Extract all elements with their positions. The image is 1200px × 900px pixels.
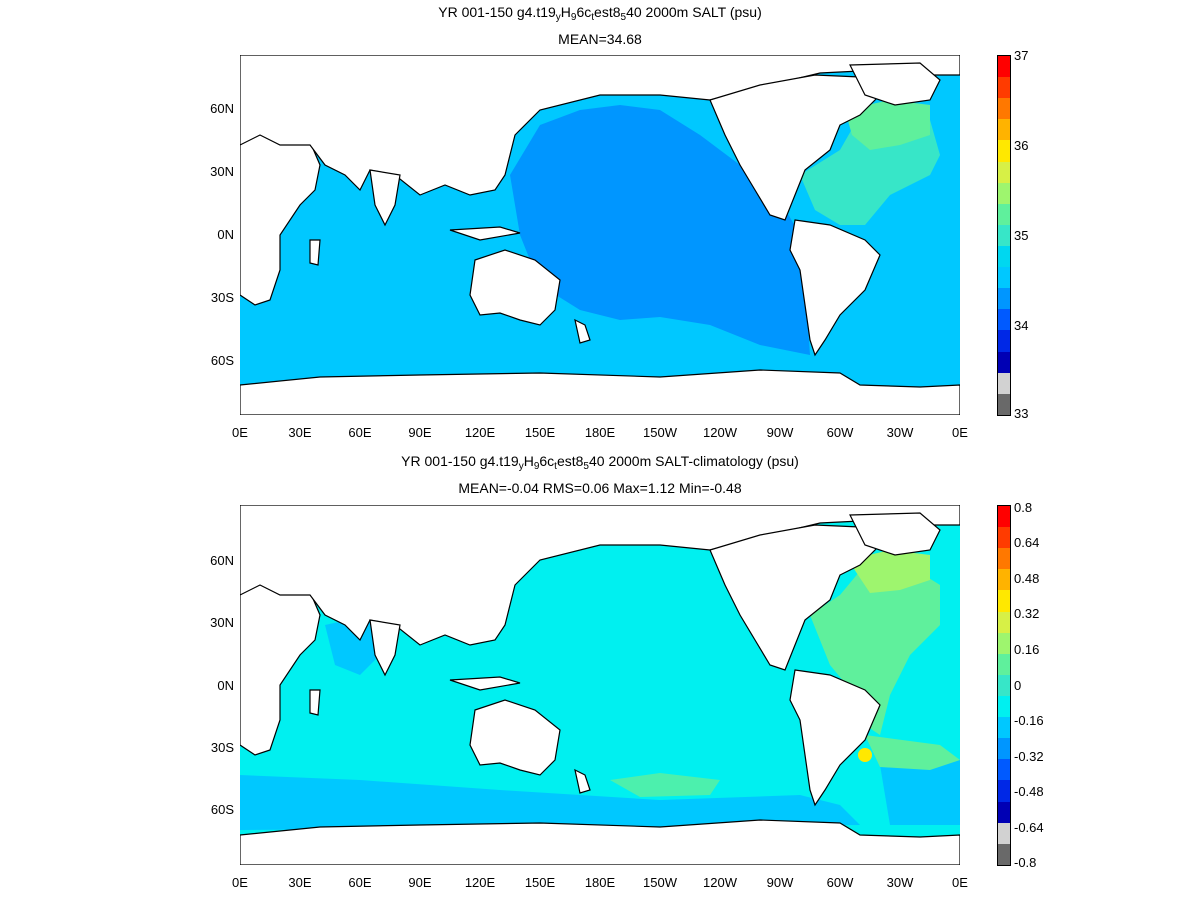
colorbar-segment <box>998 717 1010 739</box>
colorbar <box>997 55 1011 416</box>
colorbar-segment <box>998 611 1010 633</box>
colorbar-segment <box>998 161 1010 183</box>
india-land <box>369 169 401 227</box>
colorbar-segment <box>998 372 1010 394</box>
colorbar-segment <box>998 56 1010 78</box>
salinity-panel: YR 001-150 g4.t19yH96ctest8540 2000m SAL… <box>210 4 1029 440</box>
colorbar-segment <box>998 632 1010 654</box>
indonesia-land <box>449 226 521 241</box>
colorbar-segment <box>998 267 1010 289</box>
panel-title: YR 001-150 g4.t19yH96ctest8540 2000m SAL… <box>438 4 762 23</box>
southern-ocean-negative <box>240 775 860 830</box>
colorbar-segment <box>998 569 1010 591</box>
south-pacific-positive <box>610 773 720 797</box>
colorbar-segment <box>998 590 1010 612</box>
colorbar-segment <box>998 695 1010 718</box>
antarctica-land <box>240 819 960 865</box>
colorbar-segment <box>998 140 1010 162</box>
labrador-region <box>845 100 930 150</box>
land-masses <box>240 55 960 415</box>
arabian-sea-negative <box>325 615 380 675</box>
colorbar-segment <box>998 780 1010 802</box>
agulhas-hotspot <box>858 748 872 762</box>
colorbar-segment <box>998 801 1010 823</box>
north-atlantic-positive <box>810 560 940 735</box>
colorbar-segment <box>998 203 1010 225</box>
brazil-current-positive <box>865 735 960 770</box>
colorbar-segment <box>998 527 1010 549</box>
labrador-positive <box>848 550 930 593</box>
colorbar-segment <box>998 759 1010 781</box>
colorbar-segment <box>998 330 1010 352</box>
colorbar-segment <box>998 674 1010 696</box>
colorbar-segment <box>998 224 1010 246</box>
panel-stats: MEAN=-0.04 RMS=0.06 Max=1.12 Min=-0.48 <box>458 480 742 496</box>
land-masses <box>240 505 960 865</box>
colorbar-segment <box>998 738 1010 760</box>
colorbar-segment <box>998 98 1010 120</box>
colorbar-segment <box>998 245 1010 268</box>
indonesia-land <box>449 676 521 691</box>
colorbar-segment <box>998 288 1010 310</box>
salinity-anomaly-panel: YR 001-150 g4.t19yH96ctest8540 2000m SAL… <box>210 453 1044 890</box>
colorbar-segment <box>998 393 1010 415</box>
colorbar-segment <box>998 119 1010 141</box>
south-america-land <box>789 669 881 807</box>
colorbar-segment <box>998 822 1010 844</box>
north-america-land <box>709 524 881 671</box>
colorbar-segment <box>998 309 1010 331</box>
panel-stats: MEAN=34.68 <box>558 31 642 47</box>
south-america-land <box>789 219 881 357</box>
australia-land <box>469 249 561 326</box>
new-zealand-land <box>574 318 591 344</box>
greenland-land <box>849 512 941 556</box>
salinity-anomaly-map <box>240 505 960 865</box>
new-zealand-land <box>574 768 591 794</box>
colorbar <box>997 505 1011 866</box>
colorbar-segment <box>998 182 1010 204</box>
panel-title: YR 001-150 g4.t19yH96ctest8540 2000m SAL… <box>401 453 799 472</box>
colorbar-segment <box>998 77 1010 99</box>
colorbar-segment <box>998 351 1010 373</box>
madagascar-land <box>309 239 321 266</box>
colorbar-segment <box>998 843 1010 865</box>
australia-land <box>469 699 561 776</box>
pacific-region <box>510 105 810 355</box>
madagascar-land <box>309 689 321 716</box>
north-america-land <box>709 74 881 221</box>
colorbar-segment <box>998 548 1010 570</box>
south-atlantic-negative <box>880 760 960 825</box>
colorbar-segment <box>998 653 1010 675</box>
salinity-map <box>240 55 960 415</box>
india-land <box>369 619 401 677</box>
colorbar-segment <box>998 506 1010 528</box>
greenland-land <box>849 62 941 106</box>
antarctica-land <box>240 369 960 415</box>
